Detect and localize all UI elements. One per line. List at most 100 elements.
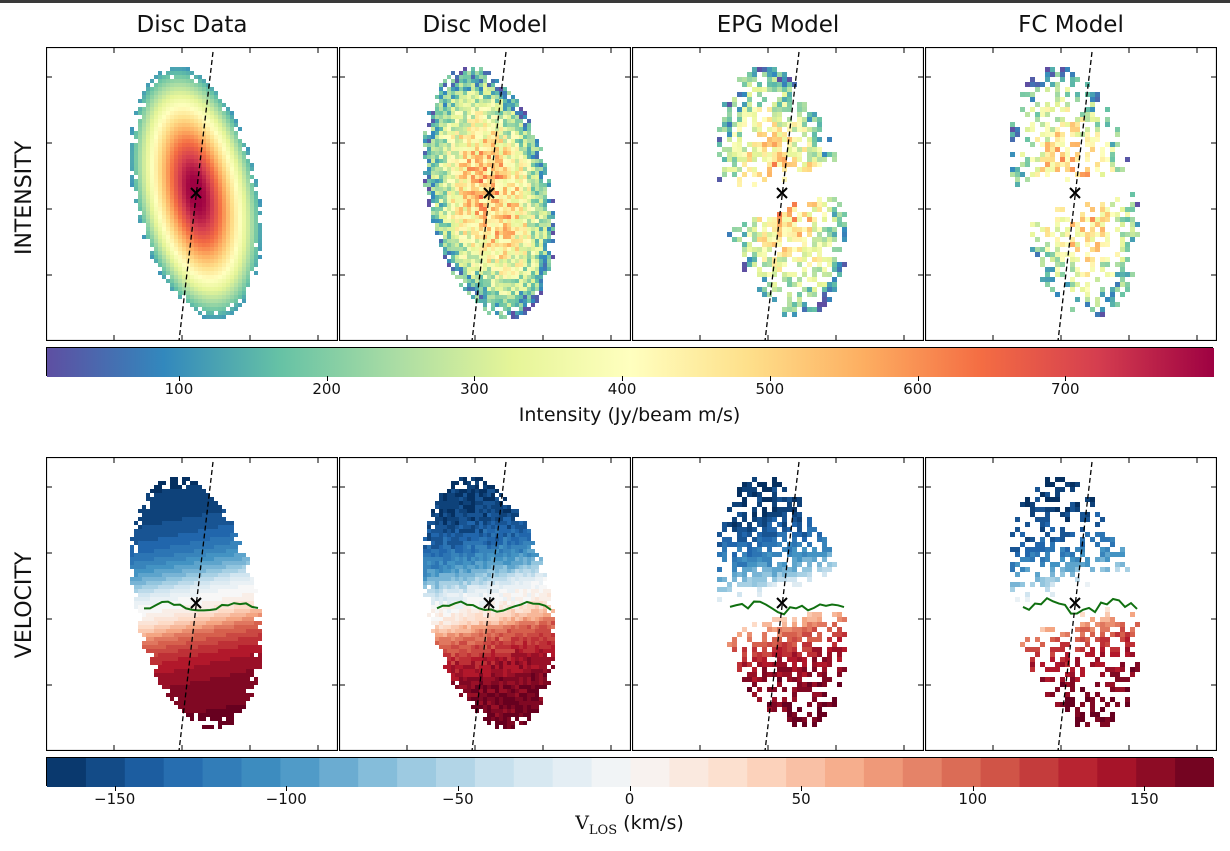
velocity-disc-data-frame — [46, 457, 338, 751]
map-velocity-disc-data — [46, 457, 338, 751]
map-velocity-fc-model — [925, 457, 1217, 751]
velocity-level-0 — [47, 758, 87, 787]
column-title-epg-model: EPG Model — [716, 12, 840, 38]
velocity-colorbar-tick-mark — [801, 786, 803, 791]
velocity-fc-model-center-marker — [1069, 597, 1081, 609]
velocity-disc-data-center-marker — [190, 597, 202, 609]
velocity-colorbar-tick-label: 0 — [624, 790, 635, 808]
velocity-epg-model-systemic-contour — [729, 600, 845, 616]
velocity-level-7 — [319, 758, 359, 787]
column-title-fc-model: FC Model — [1018, 12, 1124, 38]
velocity-colorbar-tick-mark — [972, 786, 974, 791]
intensity-colorbar-label: Intensity (Jy/beam m/s) — [518, 404, 741, 426]
velocity-colorbar-tick-mark — [114, 786, 116, 791]
velocity-fc-model-frame — [925, 457, 1217, 751]
velocity-level-22 — [902, 758, 943, 787]
velocity-level-16 — [669, 758, 709, 787]
velocity-level-3 — [163, 758, 204, 787]
intensity-fc-model-major-axis — [1057, 51, 1093, 341]
velocity-epg-model-major-axis — [764, 461, 800, 751]
velocity-colorbar-tick-mark — [629, 786, 631, 791]
velocity-disc-model-frame — [339, 457, 631, 751]
velocity-level-14 — [591, 758, 632, 787]
velocity-colorbar-tick-label: 150 — [1130, 790, 1159, 808]
row-label-velocity: VELOCITY — [12, 551, 37, 659]
velocity-disc-data-pixels — [130, 477, 262, 729]
intensity-disc-data-center-marker — [190, 187, 202, 199]
intensity-colorbar-tick-mark — [326, 376, 328, 381]
intensity-disc-data-frame — [46, 47, 338, 341]
intensity-disc-model-center-marker — [483, 187, 495, 199]
intensity-epg-model-major-axis — [764, 51, 800, 341]
intensity-colorbar-tick-mark — [178, 376, 180, 381]
velocity-epg-model-frame — [632, 457, 924, 751]
velocity-level-4 — [202, 758, 243, 787]
velocity-level-2 — [124, 758, 165, 787]
intensity-fc-model-pixels — [1010, 67, 1140, 317]
intensity-epg-model-frame — [632, 47, 924, 341]
velocity-level-24 — [980, 758, 1021, 787]
intensity-colorbar-tick-mark — [622, 376, 624, 381]
intensity-disc-model-major-axis — [471, 51, 507, 341]
panel-velocity-epg-model — [632, 457, 924, 751]
intensity-fc-model-center-marker — [1069, 187, 1081, 199]
velocity-level-17 — [708, 758, 748, 787]
intensity-colorbar-gradient — [47, 348, 1214, 377]
velocity-disc-data-major-axis — [178, 461, 214, 751]
panel-intensity-epg-model — [632, 47, 924, 341]
velocity-level-23 — [941, 758, 982, 787]
intensity-colorbar-tick-mark — [917, 376, 919, 381]
velocity-fc-model-major-axis — [1057, 461, 1093, 751]
intensity-epg-model-pixels — [717, 67, 847, 317]
velocity-colorbar-tick-label: −50 — [442, 790, 474, 808]
velocity-disc-model-systemic-contour — [436, 600, 552, 613]
velocity-level-27 — [1097, 758, 1137, 787]
intensity-colorbar-tick-label: 500 — [755, 380, 785, 398]
velocity-colorbar-tick-label: −100 — [265, 790, 307, 808]
velocity-disc-model-pixels — [423, 477, 555, 729]
velocity-colorbar-tick-mark — [1144, 786, 1146, 791]
column-title-disc-model: Disc Model — [422, 12, 548, 38]
velocity-disc-data-systemic-contour — [143, 600, 259, 612]
velocity-level-1 — [85, 758, 126, 787]
panel-velocity-fc-model — [925, 457, 1217, 751]
velocity-level-15 — [630, 758, 670, 787]
intensity-colorbar-fill — [47, 348, 1214, 377]
velocity-disc-model-center-marker — [483, 597, 495, 609]
velocity-level-9 — [397, 758, 437, 787]
intensity-colorbar-tick-label: 600 — [903, 380, 932, 398]
row-label-intensity: INTENSITY — [12, 140, 37, 256]
velocity-colorbar-tick-label: −150 — [94, 790, 136, 808]
intensity-colorbar-tick-mark — [769, 376, 771, 381]
intensity-colorbar-tick-mark — [1065, 376, 1067, 381]
velocity-level-21 — [863, 758, 904, 787]
velocity-level-6 — [280, 758, 320, 787]
intensity-disc-data-major-axis — [178, 51, 214, 341]
panel-intensity-disc-data — [46, 47, 338, 341]
velocity-colorbar-tick-mark — [286, 786, 288, 791]
velocity-level-29 — [1175, 758, 1214, 787]
intensity-fc-model-frame — [925, 47, 1217, 341]
velocity-level-19 — [786, 758, 826, 787]
panel-intensity-disc-model — [339, 47, 631, 341]
velocity-disc-model-major-axis — [471, 461, 507, 751]
velocity-level-13 — [552, 758, 593, 787]
map-intensity-disc-model — [339, 47, 631, 341]
intensity-colorbar-tick-label: 300 — [460, 380, 489, 398]
velocity-level-10 — [436, 758, 476, 787]
intensity-colorbar-tick-label: 700 — [1050, 380, 1080, 398]
panel-velocity-disc-data — [46, 457, 338, 751]
intensity-colorbar-tick-mark — [474, 376, 476, 381]
velocity-level-26 — [1058, 758, 1098, 787]
column-title-disc-data: Disc Data — [136, 12, 248, 38]
map-intensity-epg-model — [632, 47, 924, 341]
velocity-level-20 — [825, 758, 865, 787]
velocity-colorbar — [46, 757, 1214, 787]
intensity-disc-data-pixels — [130, 67, 262, 319]
panel-velocity-disc-model — [339, 457, 631, 751]
map-intensity-fc-model — [925, 47, 1217, 341]
intensity-colorbar-tick-label: 200 — [312, 380, 341, 398]
velocity-level-18 — [747, 758, 787, 787]
map-intensity-disc-data — [46, 47, 338, 341]
velocity-epg-model-center-marker — [776, 597, 788, 609]
